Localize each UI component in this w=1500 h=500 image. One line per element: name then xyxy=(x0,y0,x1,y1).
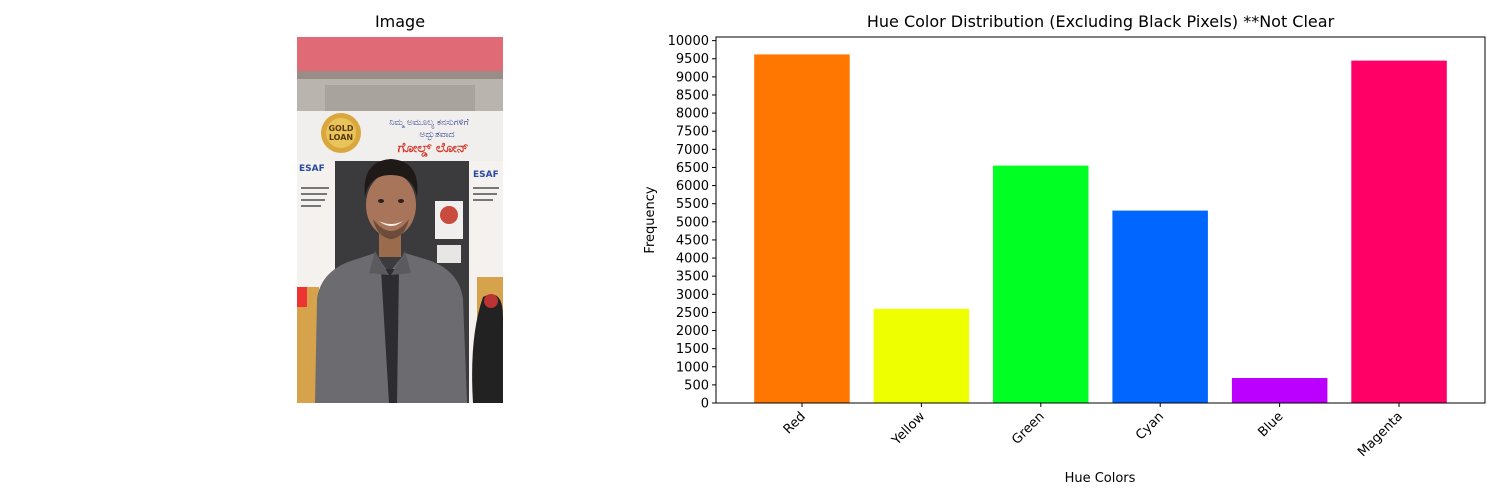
bar-magenta xyxy=(1351,60,1447,403)
y-tick-label: 7500 xyxy=(676,125,709,140)
bar-green xyxy=(993,165,1089,403)
y-tick-label: 2500 xyxy=(676,306,709,321)
x-tick-label-red: Red xyxy=(781,409,809,437)
y-tick-label: 9500 xyxy=(676,52,709,67)
y-tick-label: 6000 xyxy=(676,179,709,194)
y-tick-label: 4000 xyxy=(676,252,709,267)
plot-frame xyxy=(715,36,1486,404)
x-tick-label-green: Green xyxy=(1009,409,1047,447)
gold-loan-badge: GOLD xyxy=(328,124,353,133)
y-tick-label: 10000 xyxy=(668,34,709,49)
x-tick-label-yellow: Yellow xyxy=(889,409,929,449)
x-tick-label-cyan: Cyan xyxy=(1133,409,1167,443)
y-tick-label: 500 xyxy=(684,378,709,393)
svg-text:ESAF: ESAF xyxy=(473,170,499,180)
y-tick-label: 9000 xyxy=(676,70,709,85)
bar-red xyxy=(754,54,850,404)
y-tick-label: 3500 xyxy=(676,270,709,285)
bar-cyan xyxy=(1112,210,1208,403)
chart-title: Hue Color Distribution (Excluding Black … xyxy=(866,12,1335,31)
y-tick-label: 3000 xyxy=(676,288,709,303)
x-tick-label-magenta: Magenta xyxy=(1355,409,1406,460)
y-tick-label: 0 xyxy=(701,397,709,412)
x-axis-ticks: Red Yellow Green Cyan Blue Magenta xyxy=(781,403,1406,460)
image-panel-title: Image xyxy=(374,12,426,31)
bars-layer xyxy=(754,54,1447,404)
y-tick-label: 5500 xyxy=(676,197,709,212)
sign-line-1: ನಿಮ್ಮ ಅಮೂಲ್ಯ ಕನಸುಗಳಿಗೆ xyxy=(389,118,469,129)
x-axis-label: Hue Colors xyxy=(1065,471,1136,486)
y-tick-label: 2000 xyxy=(676,324,709,339)
svg-text:LOAN: LOAN xyxy=(329,133,353,142)
y-tick-label: 7000 xyxy=(676,143,709,158)
photo: GOLD LOAN ನಿಮ್ಮ ಅಮೂಲ್ಯ ಕನಸುಗಳಿಗೆ ಅದ್ಭುತವ… xyxy=(297,37,503,403)
y-axis-ticks: 0 500 1000 1500 2000 2500 3000 3500 4000 4500 5000… xyxy=(668,34,716,412)
y-tick-label: 1000 xyxy=(676,360,709,375)
y-axis-label: Frequency xyxy=(643,186,658,253)
bar-blue xyxy=(1231,378,1328,403)
y-tick-label: 6500 xyxy=(676,161,709,176)
y-tick-label: 4500 xyxy=(676,233,709,248)
y-tick-label: 8000 xyxy=(676,107,709,122)
y-tick-label: 1500 xyxy=(676,342,709,357)
sign-line-2: ಅದ್ಭುತವಾದ xyxy=(419,130,454,141)
y-tick-label: 5000 xyxy=(676,215,709,230)
y-tick-label: 8500 xyxy=(676,88,709,103)
bar-yellow xyxy=(873,308,970,403)
sign-line-3: ಗೋಲ್ಡ್ ಲೋನ್ xyxy=(398,141,469,157)
svg-text:ESAF: ESAF xyxy=(299,164,325,174)
x-tick-label-blue: Blue xyxy=(1255,409,1286,440)
